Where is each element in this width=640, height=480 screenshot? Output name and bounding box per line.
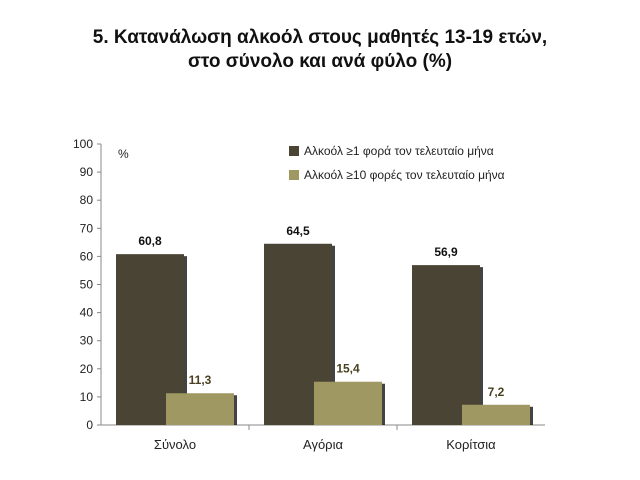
- y-tick-label: 70: [80, 221, 94, 235]
- bar-series2: [462, 404, 530, 425]
- bar-series1: [412, 265, 480, 425]
- data-label: 56,9: [434, 245, 458, 259]
- y-tick-label: 50: [80, 278, 94, 292]
- category-label: Αγόρια: [303, 437, 343, 452]
- data-label: 11,3: [189, 373, 212, 387]
- data-label: 7,2: [488, 385, 505, 399]
- y-tick-label: 10: [80, 390, 94, 404]
- chart-title-line-2: στο σύνολο και ανά φύλο (%): [187, 51, 453, 72]
- data-label: 60,8: [138, 234, 162, 248]
- legend-label-series1: Αλκοόλ ≥1 φορά τον τελευταίο μήνα: [304, 144, 494, 158]
- category-label: Κορίτσια: [446, 437, 496, 452]
- y-tick-label: 30: [80, 334, 94, 348]
- data-label: 15,4: [336, 362, 360, 376]
- y-tick-label: 60: [80, 249, 94, 263]
- y-tick-label: 20: [80, 362, 94, 376]
- chart-title-line-1: 5. Κατανάλωση αλκοόλ στους μαθητές 13-19…: [92, 27, 548, 48]
- y-tick-label: 40: [80, 306, 94, 320]
- y-tick-label: 80: [80, 193, 94, 207]
- y-axis-unit: %: [118, 147, 129, 161]
- legend-swatch-series2: [289, 170, 299, 180]
- legend-swatch-series1: [289, 146, 299, 156]
- category-label: Σύνολο: [154, 437, 196, 452]
- data-label: 64,5: [286, 224, 310, 238]
- y-tick-label: 0: [86, 418, 93, 432]
- bar-series2: [314, 381, 382, 425]
- legend-label-series2: Αλκοόλ ≥10 φορές τον τελευταίο μήνα: [304, 168, 505, 182]
- chart-title: 5. Κατανάλωση αλκοόλ στους μαθητές 13-19…: [0, 26, 640, 74]
- y-tick-label: 100: [73, 137, 93, 151]
- y-tick-label: 90: [80, 165, 94, 179]
- bar-series2: [166, 393, 234, 425]
